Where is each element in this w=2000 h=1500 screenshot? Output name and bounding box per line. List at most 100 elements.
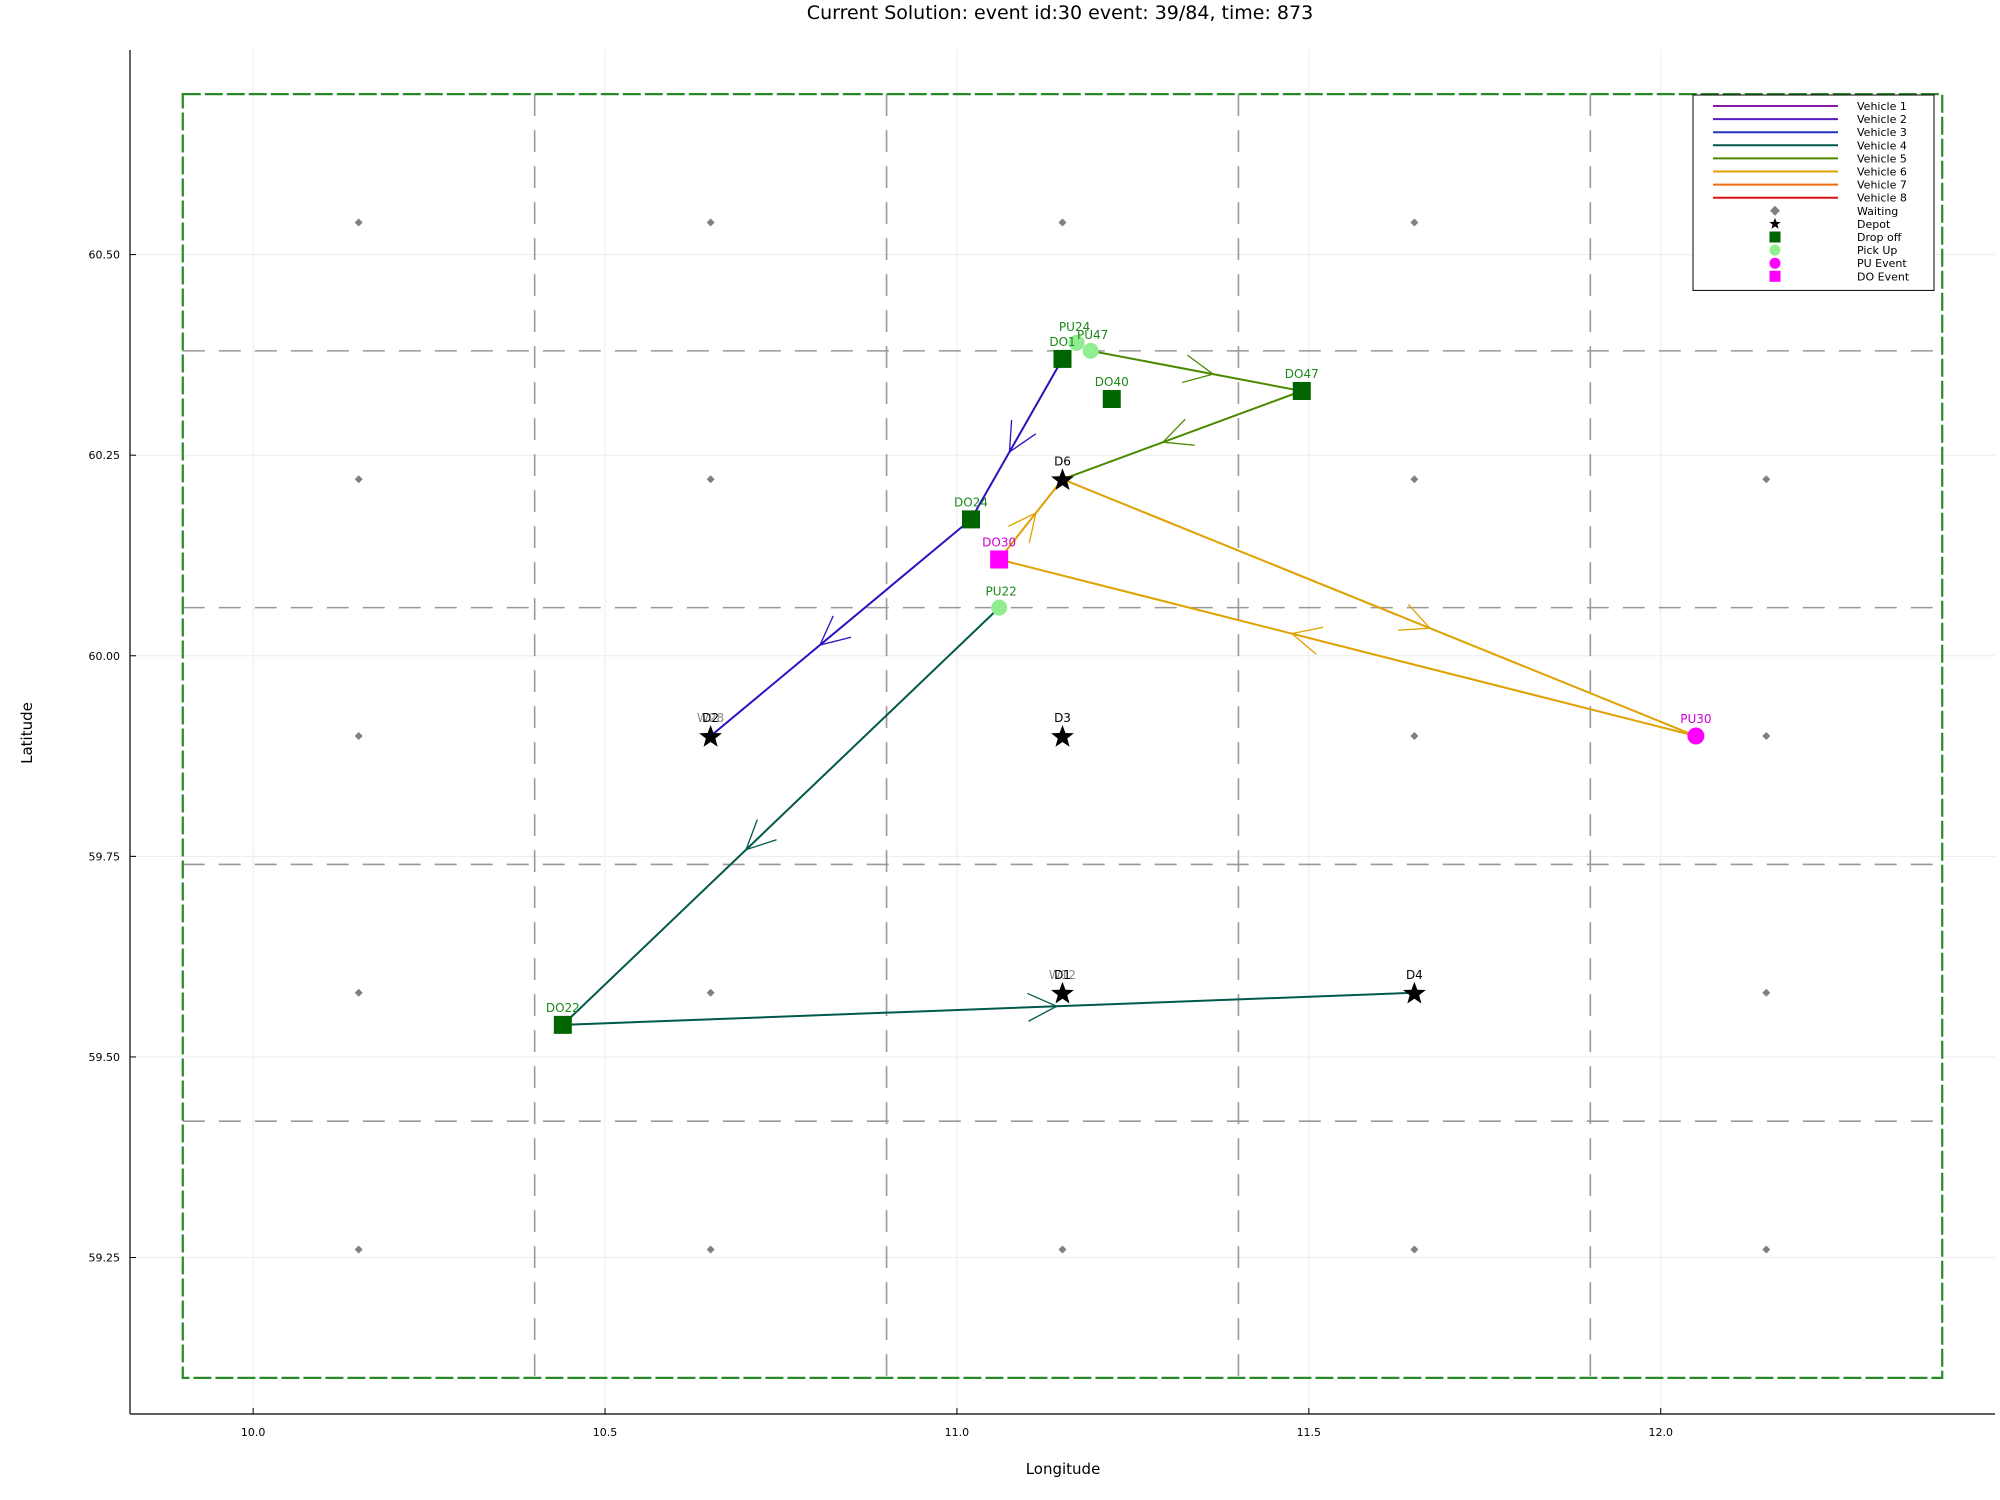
- route-arrow: [1397, 604, 1432, 631]
- dropoff-label: DO40: [1095, 375, 1129, 389]
- do-event-marker: [990, 550, 1009, 569]
- dropoff-label: DO24: [954, 495, 988, 509]
- legend-diamond-swatch: [1770, 205, 1780, 216]
- dropoff-label: DO47: [1285, 367, 1319, 381]
- depot-marker: [1051, 725, 1074, 747]
- depot-label: D2: [702, 711, 719, 725]
- y-tick-label: 60.25: [89, 449, 121, 462]
- dropoff-label: DO22: [546, 1001, 580, 1015]
- legend-label: Waiting: [1857, 205, 1898, 218]
- x-tick-label: 11.5: [1297, 1426, 1322, 1439]
- waiting-label: W28: [697, 711, 724, 725]
- pickup-marker: [1068, 334, 1085, 351]
- legend-label: Pick Up: [1857, 244, 1897, 257]
- legend-circle-swatch: [1769, 244, 1781, 256]
- y-tick-label: 59.75: [89, 850, 121, 863]
- waiting-point: [1762, 732, 1771, 741]
- dropoff-label: DO1: [1049, 335, 1075, 349]
- waiting-point: [1410, 218, 1419, 227]
- waiting-point: [1410, 1245, 1419, 1254]
- legend-label: Vehicle 8: [1857, 192, 1907, 205]
- legend-label: Vehicle 5: [1857, 152, 1907, 165]
- region-boundary: [181, 93, 1944, 1379]
- vehicle-route-4: [560, 606, 1415, 1026]
- waiting-point: [1410, 475, 1419, 484]
- legend-label: Vehicle 1: [1857, 100, 1907, 113]
- waiting-point: [1058, 218, 1067, 227]
- pickup-label: PU24: [1059, 320, 1090, 334]
- legend-label: Vehicle 2: [1857, 113, 1907, 126]
- waiting-point: [1410, 732, 1419, 741]
- route-arrow: [1290, 626, 1324, 655]
- waiting-point: [354, 732, 363, 741]
- depot-label: D6: [1054, 454, 1071, 468]
- waiting-point: [706, 988, 715, 997]
- waiting-point: [706, 475, 715, 484]
- legend-label: PU Event: [1857, 257, 1907, 270]
- dropoff-marker: [553, 1015, 572, 1034]
- route-arrow: [818, 615, 852, 646]
- depot-marker: [1051, 981, 1074, 1004]
- dropoff-marker: [1102, 390, 1121, 409]
- depot-marker: [1051, 468, 1074, 490]
- waiting-point: [706, 1245, 715, 1254]
- legend-label: Vehicle 6: [1857, 166, 1907, 179]
- legend-label: DO Event: [1857, 270, 1910, 283]
- pickup-label: PU22: [986, 585, 1017, 599]
- legend-label: Vehicle 7: [1857, 179, 1907, 192]
- legend-label: Vehicle 4: [1857, 139, 1907, 152]
- chart-title: Current Solution: event id:30 event: 39/…: [807, 2, 1313, 24]
- x-tick-label: 10.5: [593, 1426, 618, 1439]
- waiting-point: [354, 475, 363, 484]
- waiting-point: [706, 218, 715, 227]
- depot-label: D1: [1054, 968, 1071, 982]
- grid-layer: [130, 50, 1995, 1414]
- waiting-point: [1058, 1245, 1067, 1254]
- y-tick-label: 60.50: [89, 249, 121, 262]
- waiting-point: [354, 988, 363, 997]
- pu-event-label: PU30: [1680, 712, 1711, 726]
- legend-circle-swatch: [1769, 257, 1781, 269]
- legend-label: Depot: [1857, 218, 1891, 231]
- vehicle-route-5: [1062, 349, 1306, 481]
- route-arrow: [745, 819, 777, 851]
- legend-square-swatch: [1769, 231, 1781, 243]
- legend-label: Vehicle 3: [1857, 126, 1907, 139]
- legend-square-swatch: [1769, 270, 1781, 282]
- y-axis-label: Latitude: [18, 702, 36, 764]
- pickup-marker: [991, 599, 1008, 616]
- route-arrow: [1027, 992, 1059, 1022]
- waiting-point: [354, 218, 363, 227]
- do-event-label: DO30: [982, 535, 1016, 549]
- waiting-point: [1762, 475, 1771, 484]
- waiting-point: [1762, 988, 1771, 997]
- depot-marker: [699, 725, 723, 747]
- pu-event-marker: [1687, 727, 1705, 745]
- y-tick-label: 59.25: [89, 1252, 121, 1265]
- x-tick-label: 10.0: [241, 1426, 266, 1439]
- x-tick-label: 12.0: [1648, 1426, 1673, 1439]
- axes-layer: 10.0 10.5 11.0 11.5 12.0 59.25 59.50 59.75 60.00…: [89, 50, 1995, 1439]
- dropoff-marker: [1053, 349, 1072, 368]
- route-arrow: [1008, 420, 1037, 454]
- route-arrow: [1161, 418, 1195, 446]
- dropoff-marker: [1292, 382, 1311, 400]
- depot-marker: [1402, 981, 1426, 1004]
- route-arrow: [1182, 354, 1215, 384]
- pickup-marker: [1082, 342, 1099, 359]
- y-tick-label: 59.50: [89, 1051, 121, 1064]
- route-arrow: [1008, 511, 1037, 544]
- x-tick-label: 11.0: [945, 1426, 970, 1439]
- route-layer: [560, 349, 1697, 1026]
- dropoff-marker: [962, 510, 981, 529]
- marker-layer: [553, 334, 1705, 1034]
- depot-label: D4: [1406, 968, 1423, 982]
- waiting-point: [354, 1245, 363, 1254]
- legend-label: Drop off: [1857, 231, 1902, 244]
- legend-star-swatch: [1769, 217, 1781, 229]
- waiting-label: W12: [1049, 968, 1076, 982]
- waiting-point: [1762, 1245, 1771, 1254]
- x-axis-label: Longitude: [1026, 1460, 1101, 1478]
